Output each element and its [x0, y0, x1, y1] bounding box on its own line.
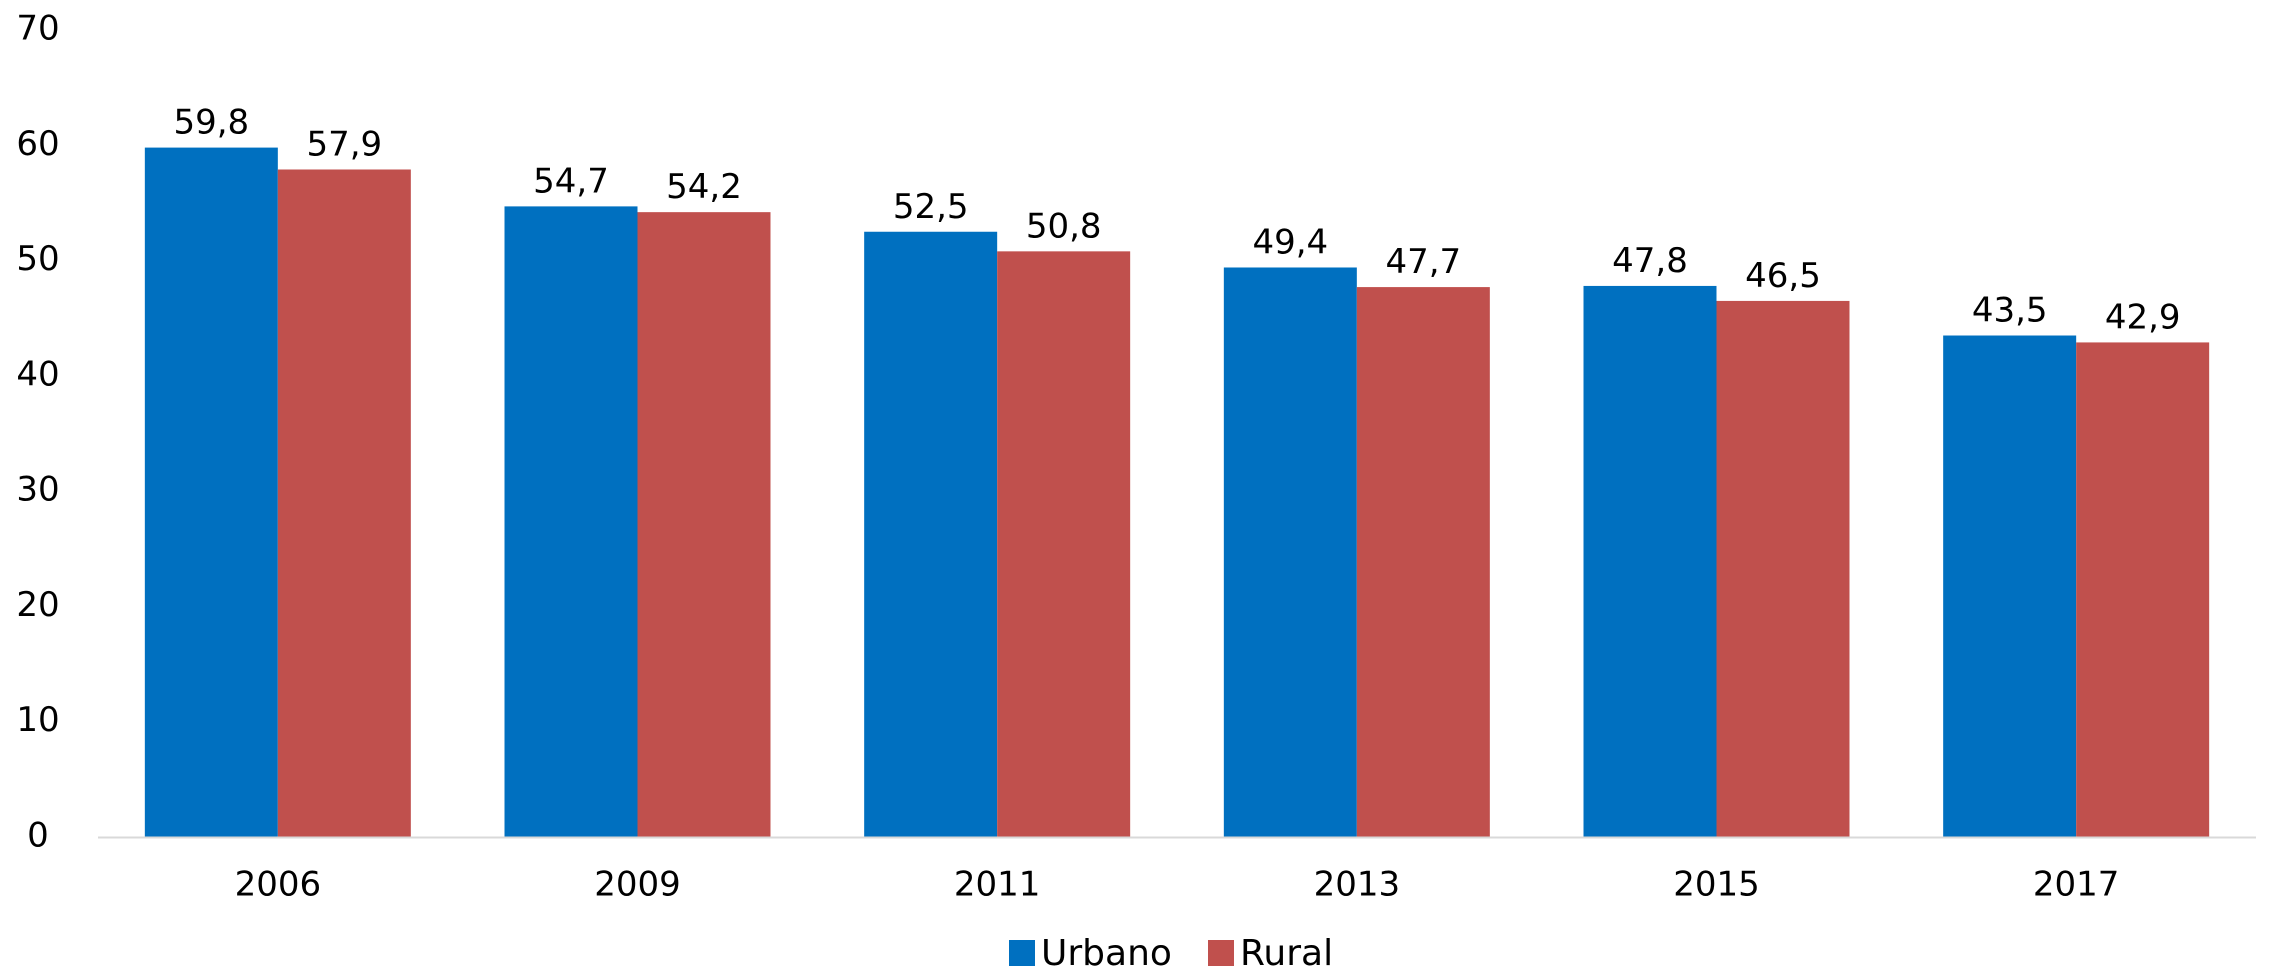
data-label-rural-2015: 46,5: [1745, 256, 1821, 296]
bar-urbano-2009: [504, 206, 638, 837]
bar-rural-2017: [2076, 342, 2210, 837]
bar-urbano-2006: [144, 147, 278, 837]
bar-urbano-2017: [1943, 335, 2077, 837]
legend: Urbano Rural: [1009, 933, 1333, 972]
data-label-urbano-2006: 59,8: [173, 103, 249, 143]
x-axis: 2006 2009 2011 2013 2015 2017: [235, 865, 2120, 905]
x-tick-label: 2015: [1673, 865, 1760, 905]
bar-urbano-2011: [864, 231, 998, 837]
x-tick-label: 2011: [954, 865, 1041, 905]
bar-rural-2011: [997, 251, 1131, 837]
y-tick-label: 0: [27, 816, 49, 856]
bar-urbano-2013: [1223, 267, 1357, 837]
bar-urbano-2015: [1583, 285, 1717, 837]
bar-rural-2013: [1356, 287, 1490, 837]
data-label-urbano-2009: 54,7: [533, 161, 609, 201]
y-tick-label: 50: [16, 239, 59, 279]
x-tick-label: 2009: [594, 865, 681, 905]
data-label-rural-2009: 54,2: [666, 167, 742, 207]
y-axis: 0 10 20 30 40 50 60 70: [16, 9, 59, 856]
y-tick-label: 40: [16, 354, 59, 394]
legend-swatch-rural: [1208, 940, 1234, 966]
x-tick-label: 2017: [2033, 865, 2120, 905]
data-label-urbano-2015: 47,8: [1612, 241, 1688, 281]
y-tick-label: 70: [16, 9, 59, 49]
bar-rural-2009: [637, 212, 771, 837]
data-labels: 59,8 57,9 54,7 54,2 52,5 50,8 49,4 47,7 47,8 46,5…: [173, 103, 2180, 338]
legend-label-urbano: Urbano: [1041, 933, 1172, 972]
y-tick-label: 60: [16, 124, 59, 164]
y-tick-label: 20: [16, 585, 59, 625]
data-label-rural-2017: 42,9: [2105, 297, 2181, 337]
data-label-rural-2013: 47,7: [1385, 242, 1461, 282]
legend-swatch-urbano: [1009, 940, 1035, 966]
data-label-rural-2011: 50,8: [1026, 206, 1102, 246]
bar-rural-2006: [277, 169, 411, 837]
y-tick-label: 10: [16, 700, 59, 740]
legend-label-rural: Rural: [1240, 933, 1333, 972]
data-label-urbano-2013: 49,4: [1252, 222, 1328, 262]
bar-rural-2015: [1716, 300, 1850, 838]
x-tick-label: 2013: [1314, 865, 1401, 905]
y-tick-label: 30: [16, 470, 59, 510]
data-label-urbano-2017: 43,5: [1972, 291, 2048, 331]
bars: [144, 147, 2210, 838]
data-label-urbano-2011: 52,5: [893, 187, 969, 227]
x-tick-label: 2006: [235, 865, 322, 905]
data-label-rural-2006: 57,9: [306, 124, 382, 164]
